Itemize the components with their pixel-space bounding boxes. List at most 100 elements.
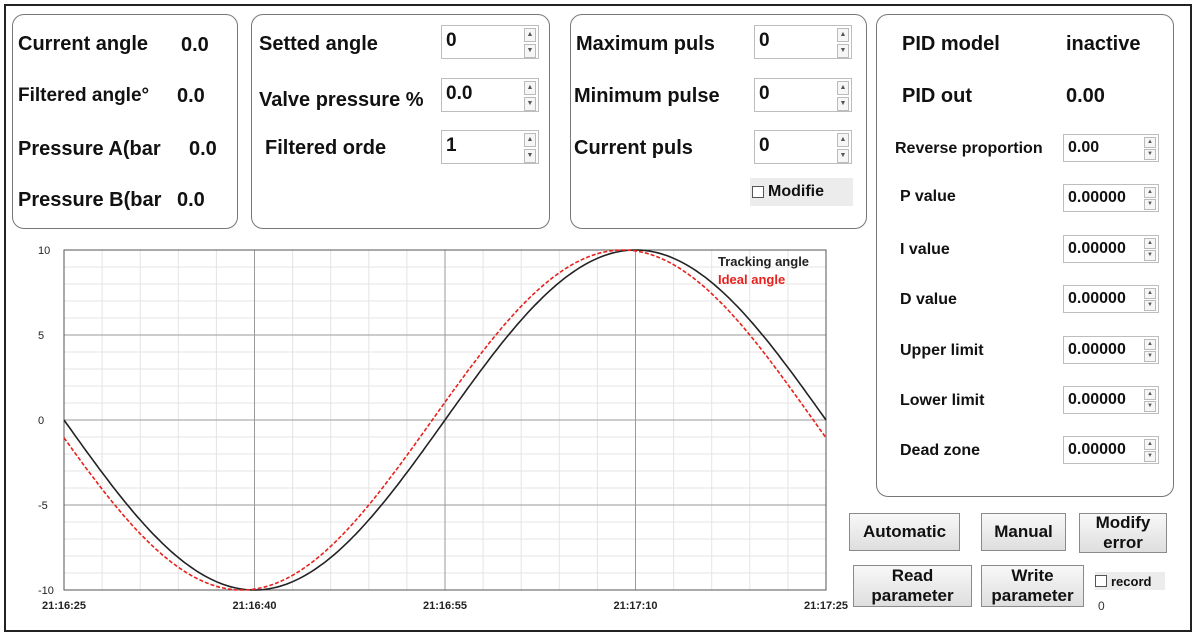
modify-checkbox-label: Modifie bbox=[768, 183, 824, 200]
dead-zone-stepper[interactable]: 0.00000 ▲ ▼ bbox=[1063, 436, 1159, 464]
up-arrow-icon[interactable]: ▲ bbox=[524, 28, 536, 42]
status-panel bbox=[12, 14, 238, 229]
up-arrow-icon[interactable]: ▲ bbox=[1144, 238, 1156, 249]
down-arrow-icon[interactable]: ▼ bbox=[1144, 300, 1156, 311]
down-arrow-icon[interactable]: ▼ bbox=[1144, 451, 1156, 462]
down-arrow-icon[interactable]: ▼ bbox=[837, 149, 849, 163]
max-pulse-stepper[interactable]: 0 ▲ ▼ bbox=[754, 25, 852, 59]
i-value-label: I value bbox=[900, 241, 950, 258]
checkbox-icon bbox=[1095, 575, 1107, 587]
up-arrow-icon[interactable]: ▲ bbox=[524, 133, 536, 147]
series-line-ideal-angle bbox=[63, 249, 827, 591]
up-arrow-icon[interactable]: ▲ bbox=[1144, 339, 1156, 350]
record-checkbox-label: record bbox=[1111, 573, 1152, 589]
valve-pressure-value: 0.0 bbox=[446, 83, 473, 104]
chart-series bbox=[63, 249, 827, 591]
chart-legend: Tracking angle Ideal angle bbox=[718, 254, 809, 287]
down-arrow-icon[interactable]: ▼ bbox=[524, 44, 536, 58]
up-arrow-icon[interactable]: ▲ bbox=[837, 133, 849, 147]
d-value-stepper[interactable]: 0.00000 ▲ ▼ bbox=[1063, 285, 1159, 313]
modify-error-button[interactable]: Modify error bbox=[1079, 513, 1167, 553]
upper-limit-stepper[interactable]: 0.00000 ▲ ▼ bbox=[1063, 336, 1159, 364]
i-value-stepper[interactable]: 0.00000 ▲ ▼ bbox=[1063, 235, 1159, 263]
y-tick-label: -5 bbox=[38, 500, 48, 512]
automatic-button[interactable]: Automatic bbox=[849, 513, 960, 551]
checkbox-icon bbox=[752, 186, 764, 198]
current-angle-label: Current angle bbox=[18, 33, 149, 55]
read-parameter-line2: parameter bbox=[871, 586, 954, 605]
min-pulse-stepper[interactable]: 0 ▲ ▼ bbox=[754, 78, 852, 112]
up-arrow-icon[interactable]: ▲ bbox=[1144, 439, 1156, 450]
x-tick-label: 21:16:25 bbox=[42, 600, 86, 612]
p-value-label: P value bbox=[900, 188, 956, 205]
app-frame bbox=[4, 4, 1192, 632]
i-value: 0.00000 bbox=[1068, 240, 1126, 257]
down-arrow-icon[interactable]: ▼ bbox=[1144, 199, 1156, 210]
setted-angle-value: 0 bbox=[446, 30, 457, 51]
record-checkbox[interactable]: record bbox=[1095, 572, 1165, 590]
modify-checkbox[interactable]: Modifie bbox=[750, 178, 853, 206]
p-value: 0.00000 bbox=[1068, 189, 1126, 206]
up-arrow-icon[interactable]: ▲ bbox=[1144, 137, 1156, 148]
lower-limit-stepper[interactable]: 0.00000 ▲ ▼ bbox=[1063, 386, 1159, 414]
current-pulse-label: Current puls bbox=[574, 137, 693, 159]
pressure-a-value: 0.0 bbox=[189, 138, 217, 160]
y-tick-label: 0 bbox=[38, 415, 44, 427]
modify-error-line1: Modify bbox=[1095, 513, 1151, 532]
down-arrow-icon[interactable]: ▼ bbox=[1144, 401, 1156, 412]
pid-model-value: inactive bbox=[1066, 33, 1141, 55]
filtered-order-stepper[interactable]: 1 ▲ ▼ bbox=[441, 130, 539, 164]
down-arrow-icon[interactable]: ▼ bbox=[524, 97, 536, 111]
current-pulse-stepper[interactable]: 0 ▲ ▼ bbox=[754, 130, 852, 164]
write-parameter-button[interactable]: Write parameter bbox=[981, 565, 1084, 607]
up-arrow-icon[interactable]: ▲ bbox=[1144, 187, 1156, 198]
write-parameter-line2: parameter bbox=[991, 586, 1074, 605]
down-arrow-icon[interactable]: ▼ bbox=[837, 44, 849, 58]
up-arrow-icon[interactable]: ▲ bbox=[524, 81, 536, 95]
manual-button-label: Manual bbox=[994, 522, 1053, 541]
down-arrow-icon[interactable]: ▼ bbox=[1144, 250, 1156, 261]
lower-limit-label: Lower limit bbox=[900, 392, 985, 409]
pid-model-label: PID model bbox=[902, 33, 1000, 55]
x-tick-label: 21:16:40 bbox=[232, 600, 276, 612]
x-tick-label: 21:17:25 bbox=[804, 600, 848, 612]
filtered-angle-value: 0.0 bbox=[177, 85, 205, 107]
y-tick-label: -10 bbox=[38, 585, 54, 597]
up-arrow-icon[interactable]: ▲ bbox=[837, 28, 849, 42]
pressure-a-label: Pressure A(bar bbox=[18, 138, 161, 160]
upper-limit-value: 0.00000 bbox=[1068, 341, 1126, 358]
down-arrow-icon[interactable]: ▼ bbox=[1144, 351, 1156, 362]
max-pulse-value: 0 bbox=[759, 30, 770, 51]
lower-limit-value: 0.00000 bbox=[1068, 391, 1126, 408]
pid-out-value: 0.00 bbox=[1066, 85, 1105, 107]
current-angle-value: 0.0 bbox=[181, 34, 209, 56]
down-arrow-icon[interactable]: ▼ bbox=[1144, 149, 1156, 160]
pressure-b-value: 0.0 bbox=[177, 189, 205, 211]
y-tick-label: 5 bbox=[38, 330, 44, 342]
up-arrow-icon[interactable]: ▲ bbox=[837, 81, 849, 95]
down-arrow-icon[interactable]: ▼ bbox=[524, 149, 536, 163]
y-tick-label: 10 bbox=[38, 245, 50, 257]
upper-limit-label: Upper limit bbox=[900, 342, 984, 359]
chart-x-ticks: 21:16:25 21:16:40 21:16:55 21:17:10 21:17:25 bbox=[42, 600, 848, 612]
read-parameter-button[interactable]: Read parameter bbox=[853, 565, 972, 607]
angle-chart: 10 5 0 -5 -10 21:16:25 21:16:40 21:16:55 21:17:… bbox=[38, 245, 848, 612]
reverse-proportion-label: Reverse proportion bbox=[895, 140, 1043, 157]
read-parameter-line1: Read bbox=[891, 566, 934, 585]
x-tick-label: 21:16:55 bbox=[423, 600, 467, 612]
legend-entry: Ideal angle bbox=[718, 272, 785, 287]
pid-out-label: PID out bbox=[902, 85, 972, 107]
setted-angle-stepper[interactable]: 0 ▲ ▼ bbox=[441, 25, 539, 59]
d-value-label: D value bbox=[900, 291, 957, 308]
max-pulse-label: Maximum puls bbox=[576, 33, 715, 55]
down-arrow-icon[interactable]: ▼ bbox=[837, 97, 849, 111]
reverse-proportion-stepper[interactable]: 0.00 ▲ ▼ bbox=[1063, 134, 1159, 162]
up-arrow-icon[interactable]: ▲ bbox=[1144, 389, 1156, 400]
up-arrow-icon[interactable]: ▲ bbox=[1144, 288, 1156, 299]
d-value: 0.00000 bbox=[1068, 290, 1126, 307]
dead-zone-label: Dead zone bbox=[900, 442, 981, 459]
valve-pressure-stepper[interactable]: 0.0 ▲ ▼ bbox=[441, 78, 539, 112]
p-value-stepper[interactable]: 0.00000 ▲ ▼ bbox=[1063, 184, 1159, 212]
filtered-order-value: 1 bbox=[446, 135, 457, 156]
manual-button[interactable]: Manual bbox=[981, 513, 1066, 551]
